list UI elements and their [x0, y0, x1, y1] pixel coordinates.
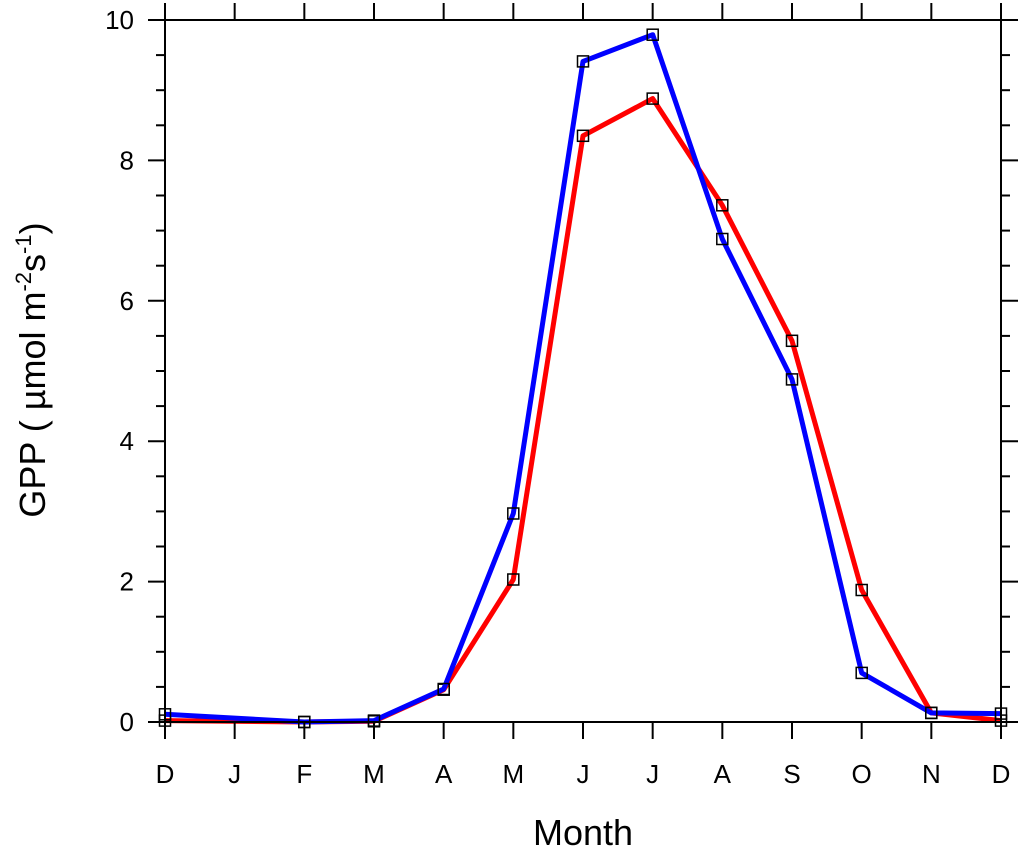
- y-tick-label-0: 0: [120, 707, 134, 737]
- y-axis-title-prefix: GPP ( µmol m: [12, 292, 53, 518]
- y-tick-label-4: 8: [120, 145, 134, 175]
- x-tick-label-9: S: [783, 759, 800, 789]
- x-tick-label-4: A: [435, 759, 453, 789]
- x-tick-label-0: D: [156, 759, 175, 789]
- x-tick-label-7: J: [646, 759, 659, 789]
- x-tick-label-3: M: [363, 759, 385, 789]
- series-2-marker-9: [785, 373, 799, 386]
- x-tick-label-5: M: [502, 759, 524, 789]
- series-layer: [158, 28, 1008, 729]
- series-2-marker-6: [576, 55, 590, 68]
- y-tick-label-3: 6: [120, 286, 134, 316]
- series-line-1: [164, 96, 1002, 725]
- series-2-marker-8: [716, 232, 729, 246]
- x-tick-label-1: J: [228, 759, 241, 789]
- x-tick-label-12: D: [992, 759, 1011, 789]
- y-axis-title-sup2: -1: [11, 234, 36, 254]
- series-2-marker-11: [925, 706, 938, 720]
- series-1-marker-7: [646, 92, 659, 105]
- y-tick-label-5: 10: [105, 5, 134, 35]
- series-2-marker-7: [646, 28, 659, 41]
- y-tick-label-2: 4: [120, 426, 134, 456]
- y-axis-title: GPP ( µmol m-2s-1): [11, 222, 53, 517]
- series-1-marker-10: [855, 583, 868, 597]
- series-1-marker-8: [716, 199, 729, 212]
- series-line-2: [164, 32, 1002, 725]
- series-1-marker-9: [785, 334, 799, 348]
- series-2-marker-4: [437, 682, 450, 696]
- series-1-marker-6: [576, 129, 590, 143]
- y-axis-title-mid: s: [12, 254, 53, 272]
- x-tick-label-11: N: [922, 759, 941, 789]
- x-tick-label-10: O: [852, 759, 872, 789]
- y-axis-title-sup1: -2: [11, 272, 36, 292]
- y-tick-label-1: 2: [120, 567, 134, 597]
- x-axis-title: Month: [533, 812, 633, 848]
- y-axis-title-suffix: ): [12, 222, 53, 234]
- x-tick-label-6: J: [577, 759, 590, 789]
- series-2-marker-5: [507, 507, 520, 520]
- x-tick-label-8: A: [714, 759, 732, 789]
- x-tick-label-2: F: [296, 759, 312, 789]
- series-2-marker-10: [855, 666, 868, 680]
- series-1-marker-5: [507, 573, 520, 586]
